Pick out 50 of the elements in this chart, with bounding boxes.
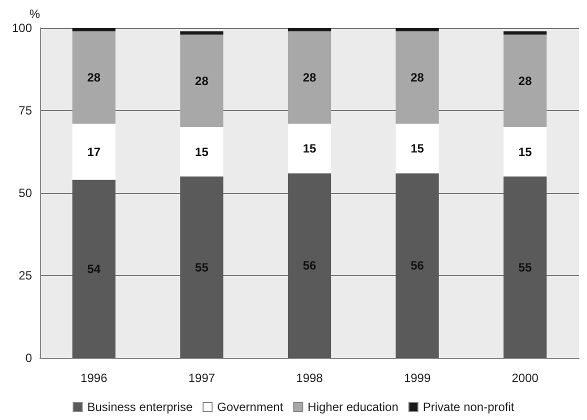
data-label: 56 xyxy=(410,258,424,273)
x-tick-label: 1997 xyxy=(188,371,216,385)
bar xyxy=(396,173,439,358)
bar xyxy=(180,31,224,35)
data-label: 28 xyxy=(87,70,101,84)
data-label: 15 xyxy=(302,141,316,156)
legend-label: Private non-profit xyxy=(422,400,515,414)
bar xyxy=(288,28,332,32)
legend-label: Government xyxy=(217,400,284,414)
bar xyxy=(288,173,332,358)
y-tick-label: 0 xyxy=(25,351,32,365)
bar xyxy=(504,31,547,35)
bar xyxy=(72,124,116,180)
data-label: 15 xyxy=(518,144,532,159)
bar xyxy=(396,124,439,174)
data-label: 28 xyxy=(302,70,316,84)
y-tick-label: 75 xyxy=(18,104,32,118)
data-label: 28 xyxy=(518,74,532,88)
bar xyxy=(504,34,547,127)
bar xyxy=(288,31,332,124)
bar xyxy=(180,127,224,176)
data-label: 55 xyxy=(518,260,532,274)
x-tick-label: 1998 xyxy=(296,371,324,385)
legend-label: Business enterprise xyxy=(87,400,193,414)
x-tick-label: 1999 xyxy=(404,371,431,385)
y-axis-title: % xyxy=(29,7,40,21)
bar xyxy=(180,34,224,127)
data-label: 54 xyxy=(87,262,101,276)
bar xyxy=(396,28,439,32)
y-tick-label: 25 xyxy=(18,268,32,282)
y-tick-label: 100 xyxy=(12,21,32,35)
bar xyxy=(72,180,116,358)
data-label: 28 xyxy=(195,74,209,88)
data-label: 56 xyxy=(302,258,316,273)
legend-label: Higher education xyxy=(308,400,398,414)
bar xyxy=(288,124,332,174)
bar xyxy=(180,176,224,358)
x-tick-label: 1996 xyxy=(80,371,108,385)
bar xyxy=(504,176,547,358)
bar xyxy=(72,31,116,124)
data-label: 17 xyxy=(87,144,101,159)
bar xyxy=(504,127,547,176)
data-label: 28 xyxy=(410,70,424,84)
y-tick-label: 50 xyxy=(18,186,32,200)
bar xyxy=(72,28,116,32)
data-label: 15 xyxy=(195,144,209,159)
bar xyxy=(396,31,439,124)
data-label: 15 xyxy=(410,141,424,156)
data-label: 55 xyxy=(195,260,209,274)
x-tick-label: 2000 xyxy=(512,371,539,385)
